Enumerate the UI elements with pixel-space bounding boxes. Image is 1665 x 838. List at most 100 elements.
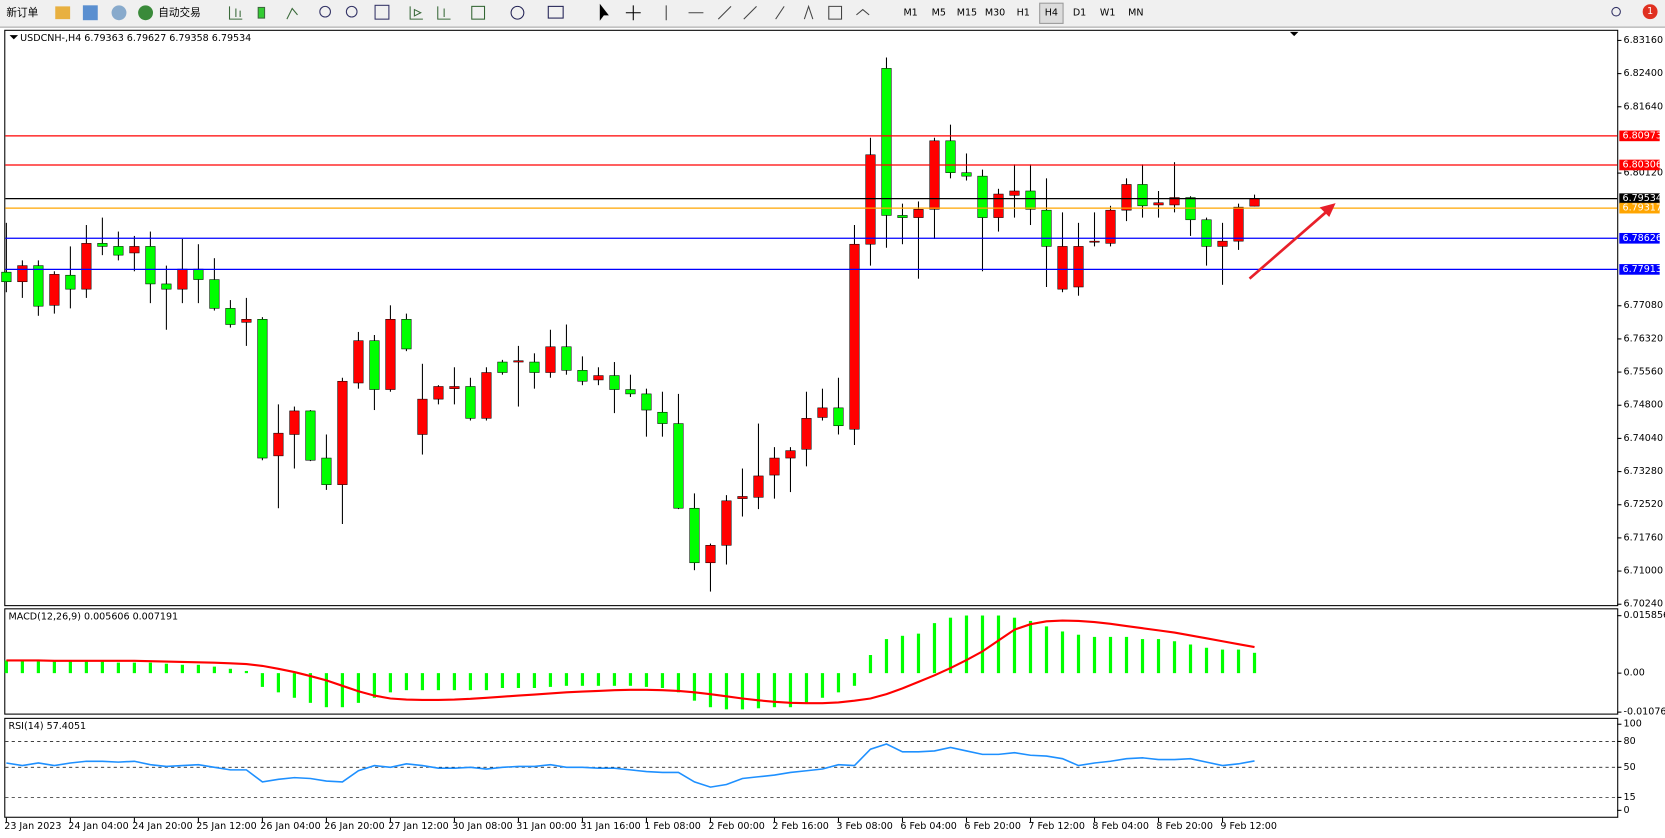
timeframe-button[interactable]: M5 — [932, 7, 946, 18]
macd-bar — [100, 661, 104, 674]
y-tick-label: -0.01076 — [1624, 707, 1665, 718]
timeframe-button[interactable]: MN — [1128, 7, 1143, 18]
y-tick-label: 6.71000 — [1624, 566, 1663, 577]
icon[interactable] — [471, 5, 486, 20]
macd-bar — [708, 673, 713, 708]
y-tick-label: 6.80120 — [1624, 168, 1663, 179]
icon[interactable] — [82, 5, 98, 21]
macd-bar — [612, 673, 617, 686]
candle-body — [849, 243, 860, 430]
icon[interactable] — [55, 6, 71, 20]
macd-bar — [596, 673, 601, 686]
auto-trading-button[interactable]: 自动交易 — [158, 6, 200, 19]
macd-bar — [468, 673, 473, 691]
macd-bar — [196, 664, 200, 674]
timeframe-button[interactable]: M30 — [985, 7, 1005, 18]
candle-body — [1025, 190, 1036, 210]
price-panel — [4, 29, 1619, 607]
icon[interactable] — [409, 6, 423, 20]
timeframe-button[interactable]: M15 — [957, 7, 977, 18]
macd-bar — [164, 663, 168, 674]
y-tick-label: 80 — [1624, 736, 1636, 747]
new-order-button[interactable]: 新订单 — [6, 6, 38, 19]
timeframe-button[interactable]: W1 — [1100, 7, 1116, 18]
macd-bar — [244, 670, 248, 674]
timeframe-button[interactable]: D1 — [1073, 7, 1086, 18]
candle-body — [929, 140, 940, 210]
icon[interactable] — [665, 5, 785, 21]
candle-body — [225, 308, 236, 325]
search-icon[interactable] — [1611, 6, 1621, 17]
level-label: 6.80973 — [1622, 130, 1661, 141]
icon[interactable] — [345, 5, 358, 18]
candle-body — [593, 375, 604, 381]
icon[interactable] — [111, 5, 127, 21]
notification-count[interactable]: 1 — [1647, 6, 1653, 17]
level-label-bg — [1619, 202, 1660, 214]
macd-bar — [212, 666, 216, 674]
macd-bar — [4, 660, 8, 674]
icon[interactable] — [510, 5, 525, 20]
timeframe-button[interactable]: H1 — [1017, 7, 1030, 18]
macd-bar — [660, 673, 665, 688]
icon[interactable] — [599, 3, 609, 21]
active-timeframe — [1039, 2, 1064, 24]
icon[interactable] — [319, 5, 331, 18]
macd-bar — [1076, 634, 1081, 674]
y-tick-label: 6.75560 — [1624, 367, 1663, 378]
candle-body — [641, 393, 652, 411]
icon[interactable] — [286, 7, 298, 20]
macd-bar — [740, 673, 745, 710]
notification-badge[interactable] — [1642, 4, 1658, 20]
macd-bar — [356, 673, 361, 703]
icon[interactable] — [374, 4, 390, 20]
candle-body — [689, 507, 700, 564]
icon[interactable] — [228, 6, 243, 20]
macd-bar — [516, 673, 521, 688]
macd-bar — [1012, 617, 1017, 674]
level-label: 6.79534 — [1622, 193, 1661, 204]
candle-body — [705, 545, 716, 564]
macd-bar — [1060, 631, 1065, 674]
candle-body — [817, 407, 828, 418]
candle-body — [785, 450, 796, 459]
macd-bar — [852, 673, 857, 686]
collapse-arrow — [9, 35, 19, 40]
macd-bar — [1172, 641, 1177, 674]
auto-trading-icon[interactable] — [138, 5, 154, 21]
macd-bar — [452, 673, 457, 691]
candle-body — [913, 209, 924, 218]
timeframe-button[interactable]: H4 — [1045, 7, 1058, 18]
candle-body — [97, 243, 108, 247]
icon[interactable] — [547, 5, 564, 19]
macd-bar — [564, 673, 569, 686]
candle-body — [1249, 198, 1260, 207]
timeframe-button[interactable]: M1 — [903, 7, 917, 18]
candle-body — [945, 140, 956, 173]
macd-bar — [1156, 639, 1161, 674]
candle-body — [657, 411, 668, 424]
x-tick-label: 31 Jan 00:00 — [516, 821, 576, 832]
macd-bar — [548, 673, 553, 687]
icon[interactable] — [257, 6, 266, 19]
y-tick-label: 6.83160 — [1624, 35, 1663, 46]
macd-bar — [148, 662, 152, 674]
candle-body — [1089, 240, 1100, 243]
candle-body — [881, 68, 892, 216]
candle-body — [337, 380, 348, 485]
x-tick-label: 6 Feb 20:00 — [964, 821, 1021, 832]
macd-bar — [180, 664, 184, 674]
candle-body — [625, 389, 636, 395]
icon[interactable] — [803, 4, 870, 20]
macd-bar — [836, 673, 841, 693]
macd-bar — [1236, 649, 1241, 674]
candle-body — [161, 283, 172, 290]
candle-body — [897, 215, 908, 218]
macd-bar — [276, 673, 281, 693]
icon[interactable] — [437, 6, 451, 20]
macd-bar — [52, 661, 56, 674]
candle-body — [561, 346, 572, 371]
icon[interactable] — [625, 5, 641, 21]
rsi-header: RSI(14) 57.4051 — [9, 721, 87, 732]
y-tick-label: 15 — [1624, 792, 1636, 803]
